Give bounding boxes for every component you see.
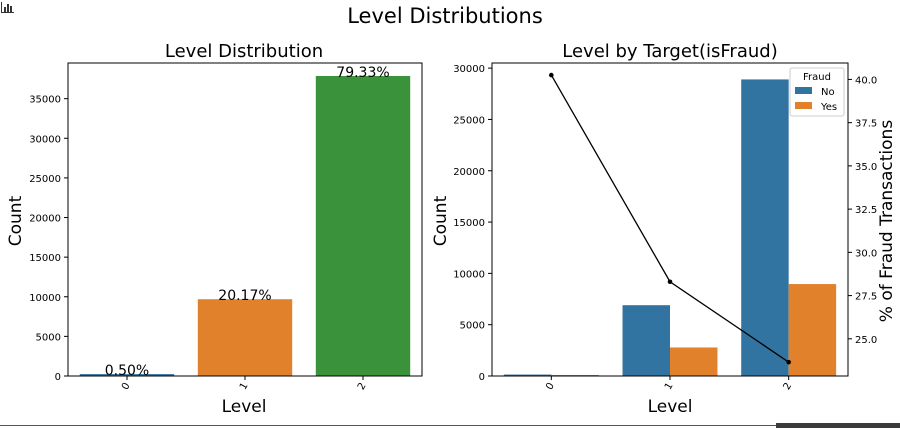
y-tick-label: 5000: [36, 332, 61, 343]
y-tick-label: 25000: [29, 174, 61, 185]
bar-level-0: [79, 374, 175, 376]
bar-no-level-0: [503, 374, 552, 376]
secondary-y-tick-label: 30.0: [855, 248, 877, 259]
bar-no-level-1: [622, 305, 670, 376]
y-tick-label: 20000: [29, 214, 61, 225]
secondary-y-axis-label: % of Fraud Transactions: [877, 120, 897, 323]
legend-title: Fraud: [803, 72, 831, 83]
y-tick-label: 5000: [460, 321, 485, 332]
bar-label: 0.50%: [105, 363, 149, 379]
y-tick-label: 15000: [453, 218, 485, 229]
x-tick-label: 2: [356, 381, 369, 392]
y-tick-label: 30000: [453, 64, 485, 75]
fraud-percentage-point-level-1: [667, 279, 673, 285]
bar-level-2: [315, 75, 411, 376]
legend-entry-yes: Yes: [820, 102, 837, 113]
chart-title: Level Distribution: [165, 41, 323, 62]
y-tick-label: 35000: [29, 95, 61, 106]
bottom-divider: [0, 425, 776, 426]
y-axis-label: Count: [6, 195, 26, 246]
bar-label: 20.17%: [218, 288, 271, 304]
bar-level-1: [197, 299, 293, 376]
legend: Fraud No Yes: [789, 67, 845, 117]
level-distribution-chart: Level Distribution Count Level 0.50% 0 20.…: [6, 41, 423, 417]
y-tick-label: 15000: [29, 253, 61, 264]
plot-frame: [67, 62, 423, 377]
y-tick-label: 0: [55, 372, 61, 383]
chart-title: Level by Target(isFraud): [562, 41, 777, 62]
x-tick-label: 1: [663, 381, 676, 392]
x-tick-label: 0: [120, 381, 133, 392]
bar-no-level-2: [741, 79, 789, 376]
y-tick-label: 10000: [29, 293, 61, 304]
bar-label: 79.33%: [336, 65, 389, 81]
bar-yes-level-2: [788, 284, 837, 376]
x-axis-label: Level: [648, 397, 693, 417]
secondary-y-tick-label: 27.5: [855, 292, 877, 303]
x-axis-label: Level: [222, 397, 267, 417]
secondary-y-tick-label: 37.5: [855, 119, 877, 130]
y-tick-label: 20000: [453, 167, 485, 178]
fraud-percentage-point-level-0: [549, 72, 554, 78]
x-tick-label: 2: [782, 381, 795, 392]
legend-entry-no: No: [821, 87, 835, 98]
secondary-y-tick-label: 32.5: [855, 205, 877, 216]
x-tick-label: 1: [238, 381, 251, 392]
secondary-y-tick-label: 35.0: [855, 162, 877, 173]
y-axis-label: Count: [431, 195, 451, 246]
chart-icon: [1, 2, 14, 13]
x-tick-label: 0: [544, 381, 557, 392]
bar-yes-level-1: [670, 347, 718, 376]
fraud-percentage-point-level-2: [786, 359, 791, 365]
secondary-y-tick-label: 25.0: [855, 335, 877, 346]
y-tick-label: 10000: [453, 269, 485, 280]
y-tick-label: 30000: [29, 134, 61, 145]
secondary-y-tick-label: 40.0: [855, 75, 877, 86]
figure-suptitle: Level Distributions: [347, 4, 543, 28]
legend-swatch-yes: [795, 102, 812, 109]
legend-swatch-no: [795, 87, 812, 94]
level-by-target-chart: Level by Target(isFraud) Count Level % o…: [431, 41, 897, 417]
y-tick-label: 0: [479, 372, 485, 383]
y-tick-label: 25000: [453, 115, 485, 126]
bar-yes-level-0: [551, 374, 599, 376]
horizontal-scrollbar[interactable]: [776, 423, 900, 428]
plot-frame: [491, 62, 849, 377]
